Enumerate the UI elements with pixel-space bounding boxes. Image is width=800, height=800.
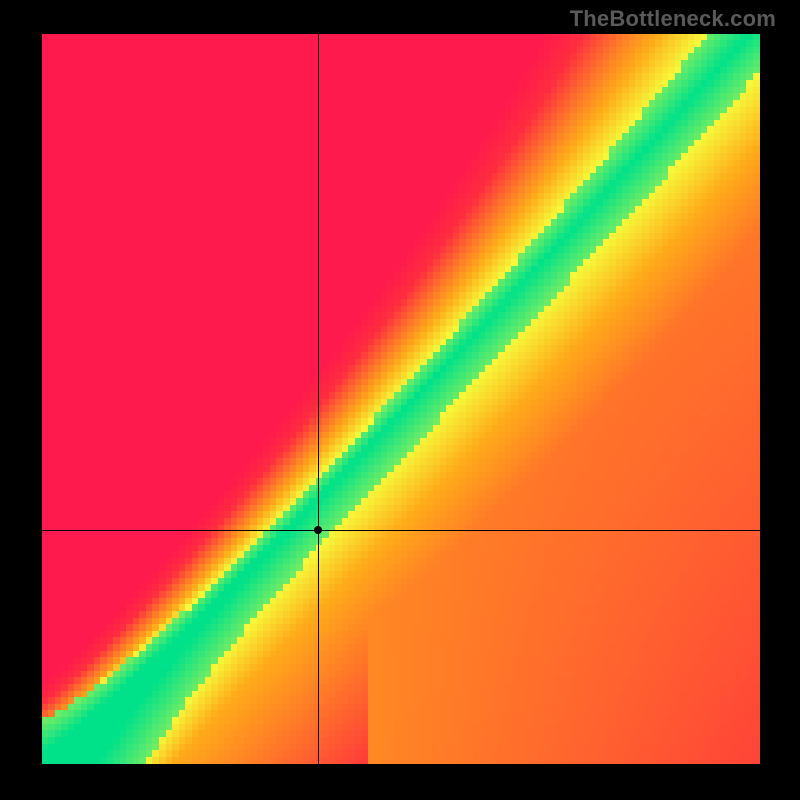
chart-frame: TheBottleneck.com [0,0,800,800]
bottleneck-heatmap [42,34,760,764]
crosshair-vertical-line [318,34,319,764]
crosshair-horizontal-line [42,530,760,531]
watermark-text: TheBottleneck.com [570,6,776,32]
